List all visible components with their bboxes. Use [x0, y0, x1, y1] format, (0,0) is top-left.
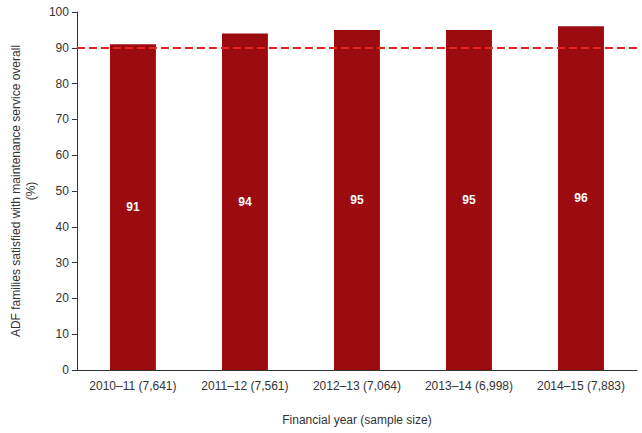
svg-text:80: 80 [56, 77, 70, 91]
svg-text:96: 96 [574, 191, 588, 205]
svg-text:Financial year (sample size): Financial year (sample size) [282, 413, 431, 427]
svg-text:30: 30 [56, 256, 70, 270]
svg-text:91: 91 [126, 200, 140, 214]
svg-text:2013–14 (6,998): 2013–14 (6,998) [425, 379, 513, 393]
svg-text:20: 20 [56, 291, 70, 305]
svg-text:70: 70 [56, 112, 70, 126]
svg-text:2011–12 (7,561): 2011–12 (7,561) [201, 379, 288, 393]
svg-text:94: 94 [238, 195, 252, 209]
svg-text:2012–13 (7,064): 2012–13 (7,064) [313, 379, 401, 393]
svg-text:50: 50 [56, 184, 70, 198]
svg-text:2014–15 (7,883): 2014–15 (7,883) [537, 379, 625, 393]
svg-text:2010–11 (7,641): 2010–11 (7,641) [89, 379, 176, 393]
svg-text:ADF families satisfied with ma: ADF families satisfied with maintenance … [9, 45, 23, 337]
svg-text:40: 40 [56, 220, 70, 234]
svg-text:100: 100 [49, 5, 69, 19]
svg-text:60: 60 [56, 148, 70, 162]
svg-text:95: 95 [350, 193, 364, 207]
svg-text:(%): (%) [24, 182, 38, 201]
svg-text:95: 95 [462, 193, 476, 207]
svg-text:90: 90 [56, 41, 70, 55]
svg-text:10: 10 [56, 327, 70, 341]
svg-text:0: 0 [62, 363, 69, 377]
